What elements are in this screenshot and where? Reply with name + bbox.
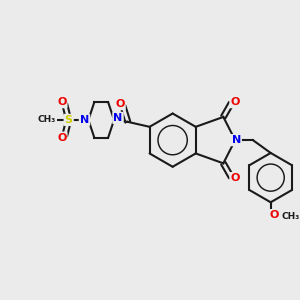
Text: S: S bbox=[65, 115, 73, 125]
Text: O: O bbox=[57, 97, 67, 107]
Text: N: N bbox=[232, 135, 241, 145]
Text: O: O bbox=[57, 133, 67, 143]
Text: N: N bbox=[113, 113, 123, 123]
Text: O: O bbox=[230, 97, 240, 107]
Text: O: O bbox=[230, 173, 240, 183]
Text: O: O bbox=[115, 99, 125, 109]
Text: CH₃: CH₃ bbox=[281, 212, 299, 220]
Text: N: N bbox=[80, 115, 89, 125]
Text: CH₃: CH₃ bbox=[38, 116, 56, 124]
Text: O: O bbox=[270, 210, 279, 220]
